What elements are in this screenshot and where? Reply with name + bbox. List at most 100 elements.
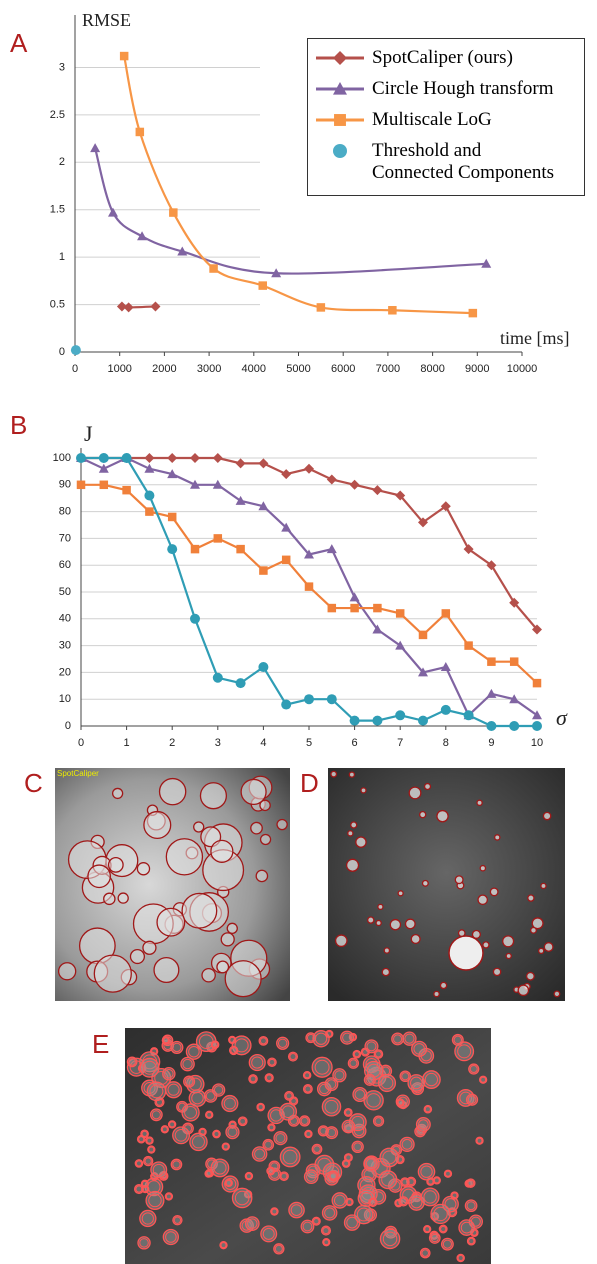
spot-ring (300, 1116, 309, 1125)
spot-ring (326, 1031, 333, 1037)
spot-ring (329, 1172, 338, 1180)
marker (468, 308, 478, 318)
marker (122, 485, 131, 495)
marker (395, 490, 406, 501)
marker (259, 566, 268, 575)
spot-ring (380, 1076, 394, 1090)
spot (538, 947, 545, 955)
spot-ring (262, 1227, 275, 1240)
spot (531, 917, 544, 930)
spot-ring (161, 1126, 168, 1133)
marker (532, 624, 542, 635)
spot-ring (289, 1053, 297, 1061)
marker (145, 507, 154, 516)
marker (144, 463, 155, 473)
spot (381, 967, 391, 977)
spot-ring (366, 1041, 377, 1052)
spot-ring (401, 1072, 410, 1081)
marker (509, 657, 519, 666)
spot-ring (222, 1143, 229, 1150)
y-tick-label: 1.5 (50, 204, 65, 216)
marker (316, 303, 326, 312)
spot-ring (424, 1226, 431, 1233)
x-tick-label: 7000 (376, 363, 400, 375)
spot (259, 799, 271, 812)
spot (439, 981, 448, 990)
marker (70, 345, 81, 356)
marker (281, 469, 292, 480)
spot-ring (205, 1091, 216, 1101)
spot-ring (349, 1059, 358, 1068)
y-tick-label: 30 (59, 640, 71, 652)
spot-ring (254, 1148, 266, 1160)
spot-ring (141, 1130, 148, 1137)
spot-ring (480, 1076, 487, 1083)
spot-ring (382, 1231, 398, 1247)
marker (144, 453, 155, 463)
spot-ring (184, 1077, 194, 1086)
spot-ring (466, 1201, 476, 1211)
marker (463, 544, 474, 555)
spot (276, 818, 288, 831)
spot-ring (234, 1190, 250, 1206)
spot-ring (149, 1084, 164, 1099)
spot (418, 810, 427, 819)
spot (423, 782, 432, 791)
spot (330, 770, 338, 778)
spot-ring (433, 1206, 448, 1222)
marker (486, 560, 497, 571)
spot-ring (413, 1043, 425, 1055)
marker (418, 517, 428, 528)
spot-ring (174, 1128, 188, 1142)
panel-label: A (10, 28, 28, 58)
spot-ring (362, 1048, 369, 1056)
spot-ring (164, 1068, 174, 1079)
spot (143, 810, 172, 839)
marker (304, 694, 314, 705)
spot (448, 935, 484, 971)
marker (167, 453, 178, 463)
marker (177, 246, 188, 256)
marker (107, 207, 118, 217)
marker (167, 512, 177, 522)
spot (525, 971, 535, 981)
marker (144, 490, 155, 501)
spot-ring (401, 1138, 413, 1150)
legend: SpotCaliper (ours) Circle Hough transform… (307, 38, 585, 196)
spot-ring (457, 1254, 464, 1261)
marker (532, 721, 542, 731)
marker (169, 208, 178, 217)
spot (375, 919, 382, 927)
spot-ring (265, 1074, 273, 1082)
spot-ring (285, 1092, 293, 1100)
x-tick-label: 9000 (465, 363, 489, 375)
spot-ring (369, 1198, 377, 1206)
marker (76, 480, 86, 490)
marker (167, 469, 178, 479)
marker (281, 555, 291, 565)
spot (158, 777, 187, 806)
spot-ring (213, 1085, 224, 1095)
spot (489, 887, 499, 897)
spot-ring (275, 1133, 286, 1144)
spot (517, 984, 530, 997)
spot-ring (139, 1238, 149, 1248)
spot-ring (397, 1099, 404, 1106)
legend-entry: Multiscale LoG (308, 109, 584, 131)
marker (137, 231, 148, 241)
spot-ring (144, 1157, 152, 1165)
spot-ring (206, 1111, 213, 1118)
spot (181, 892, 218, 929)
image-caption: SpotCaliper (57, 769, 99, 778)
spot-ring (205, 1170, 212, 1177)
spot-ring (141, 1180, 148, 1187)
spot (334, 934, 348, 948)
spot (530, 926, 537, 934)
spot (476, 799, 483, 807)
marker (99, 480, 109, 490)
spot (240, 778, 267, 806)
spot-ring (453, 1035, 463, 1045)
spot-ring (142, 1060, 157, 1075)
spot-ring (172, 1042, 182, 1053)
